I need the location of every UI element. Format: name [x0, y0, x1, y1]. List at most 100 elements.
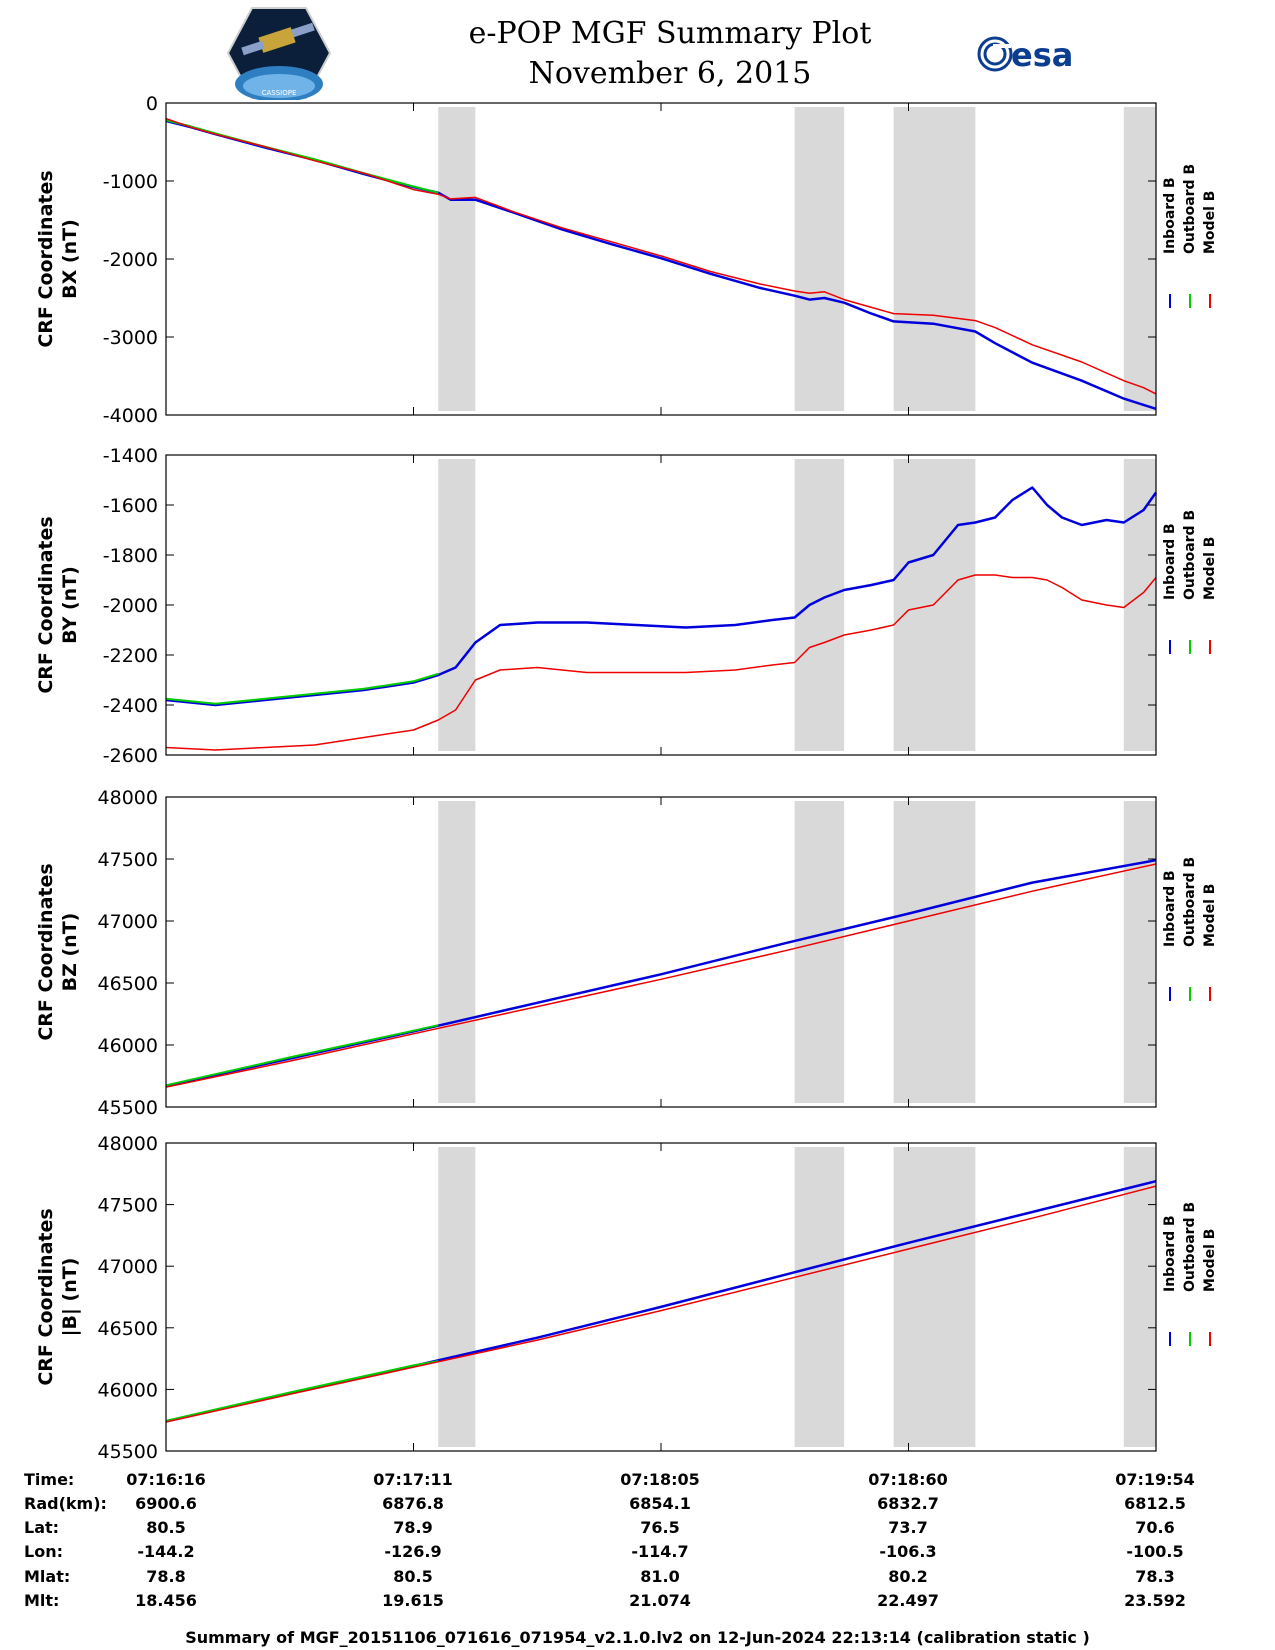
- info-cell: 07:19:54: [1115, 1470, 1195, 1489]
- satellite-body: [258, 27, 296, 53]
- solar-panel-right: [291, 22, 315, 38]
- y-tick-label: -1600: [103, 495, 158, 517]
- y-tick-label: 45500: [98, 1441, 158, 1463]
- series-line-model-b: [165, 863, 1157, 1088]
- shaded-region: [794, 107, 845, 411]
- y-axis-label-line1: CRF Coordinates: [35, 863, 57, 1040]
- y-tick-label: 47500: [98, 849, 158, 871]
- y-tick-label: 45500: [98, 1097, 158, 1119]
- y-tick-label: -2200: [103, 645, 158, 667]
- y-axis-label-line2: |B| (nT): [59, 1258, 81, 1337]
- esa-logo-gap: [993, 44, 1011, 48]
- info-row-label: Lon:: [24, 1542, 63, 1561]
- series-line-outboard-b: [165, 1024, 439, 1087]
- info-cell: 78.9: [393, 1518, 432, 1537]
- page-title: e-POP MGF Summary Plot: [468, 16, 872, 51]
- y-tick-label: 47500: [98, 1195, 158, 1217]
- y-axis-label-line2: BY (nT): [59, 566, 81, 644]
- info-cell: 6876.8: [382, 1494, 444, 1513]
- shaded-region: [438, 459, 476, 751]
- info-cell: -100.5: [1126, 1542, 1183, 1561]
- legend-label: Model B: [1202, 884, 1218, 947]
- info-cell: 07:16:16: [126, 1470, 206, 1489]
- y-tick-label: -4000: [103, 405, 158, 427]
- info-cell: 78.8: [146, 1567, 185, 1586]
- series-line-inboard-b: [165, 119, 1157, 410]
- info-cell: 80.5: [146, 1518, 185, 1537]
- y-tick-label: -1000: [103, 171, 158, 193]
- info-cell: 70.6: [1135, 1518, 1174, 1537]
- y-tick-label: -2600: [103, 745, 158, 767]
- info-cell: 6832.7: [877, 1494, 939, 1513]
- esa-logo-ring-outer: [977, 36, 1013, 72]
- legend-label: Outboard B: [1182, 1202, 1198, 1292]
- y-tick-label: -1800: [103, 545, 158, 567]
- info-cell: 81.0: [640, 1567, 679, 1586]
- y-tick-label: 46000: [98, 1379, 158, 1401]
- y-tick-label: 47000: [98, 1256, 158, 1278]
- y-tick-label: -2000: [103, 595, 158, 617]
- page-subtitle: November 6, 2015: [528, 56, 812, 91]
- legend-label: Outboard B: [1182, 510, 1198, 600]
- series-line-inboard-b: [165, 1179, 1157, 1423]
- chart-panel-3: 48000 47500 47000 46500 46000 45500 CRF Coordi…: [35, 787, 1218, 1119]
- info-cell: 07:18:60: [868, 1470, 948, 1489]
- info-row-label: Time:: [24, 1470, 74, 1489]
- series-line-inboard-b: [165, 486, 1158, 707]
- y-tick-label: 48000: [98, 1133, 158, 1155]
- info-cell: -106.3: [879, 1542, 936, 1561]
- info-row-label: Lat:: [24, 1518, 59, 1537]
- legend-label: Inboard B: [1162, 523, 1178, 600]
- info-cell: 21.074: [629, 1591, 691, 1610]
- legend-label: Model B: [1202, 191, 1218, 254]
- chart-panel-4: 48000 47500 47000 46500 46000 45500 CRF Coordi…: [35, 1133, 1218, 1463]
- y-tick-label: -3000: [103, 327, 158, 349]
- info-cell: -126.9: [384, 1542, 441, 1561]
- legend-label: Inboard B: [1162, 1215, 1178, 1292]
- plot-frame: [165, 1142, 1157, 1452]
- esa-logo: esa: [977, 36, 1073, 74]
- plot-frame: [165, 796, 1157, 1108]
- y-axis-label-line1: CRF Coordinates: [35, 170, 57, 347]
- info-row-label: Rad(km):: [24, 1494, 107, 1513]
- info-cell: 18.456: [135, 1591, 197, 1610]
- legend-label: Outboard B: [1182, 857, 1198, 947]
- esa-logo-text: esa: [1011, 36, 1073, 74]
- info-cell: 6900.6: [135, 1494, 197, 1513]
- shaded-region: [794, 801, 845, 1103]
- y-axis-label-line2: BX (nT): [59, 219, 81, 299]
- series-line-model-b: [165, 1185, 1157, 1423]
- info-cell: -114.7: [631, 1542, 688, 1561]
- y-tick-label: -2400: [103, 695, 158, 717]
- series-line-outboard-b: [165, 672, 439, 705]
- y-axis-label-line1: CRF Coordinates: [35, 1208, 57, 1385]
- shaded-region: [438, 801, 476, 1103]
- info-cell: 78.3: [1135, 1567, 1174, 1586]
- info-row-label: Mlt:: [24, 1591, 59, 1610]
- solar-panel-left: [241, 40, 265, 56]
- legend-label: Inboard B: [1162, 177, 1178, 254]
- info-cell: 22.497: [877, 1591, 939, 1610]
- y-tick-label: -2000: [103, 249, 158, 271]
- chart-panel-1: 0 -1000 -2000 -3000 -4000 CRF Coordinates BX (…: [35, 93, 1218, 427]
- info-cell: 76.5: [640, 1518, 679, 1537]
- y-axis-label-line2: BZ (nT): [59, 913, 81, 992]
- info-cell: 80.5: [393, 1567, 432, 1586]
- legend-label: Inboard B: [1162, 870, 1178, 947]
- legend-label: Model B: [1202, 1229, 1218, 1292]
- info-cell: 6812.5: [1124, 1494, 1186, 1513]
- y-tick-label: 0: [146, 93, 158, 115]
- shaded-region: [438, 107, 476, 411]
- info-cell: 07:18:05: [620, 1470, 700, 1489]
- footer-caption: Summary of MGF_20151106_071616_071954_v2…: [185, 1628, 1090, 1647]
- series-line-outboard-b: [165, 1360, 439, 1422]
- y-axis-label-line1: CRF Coordinates: [35, 516, 57, 693]
- shaded-region: [794, 1147, 845, 1447]
- y-tick-label: -1400: [103, 445, 158, 467]
- series-line-model-b: [165, 117, 1157, 395]
- chart-panel-2: -1400 -1600 -1800 -2000 -2200 -2400 -2600 CRF C…: [35, 445, 1218, 767]
- y-tick-label: 47000: [98, 911, 158, 933]
- y-tick-label: 46000: [98, 1035, 158, 1057]
- cassiope-logo: CASSIOPE: [226, 7, 332, 100]
